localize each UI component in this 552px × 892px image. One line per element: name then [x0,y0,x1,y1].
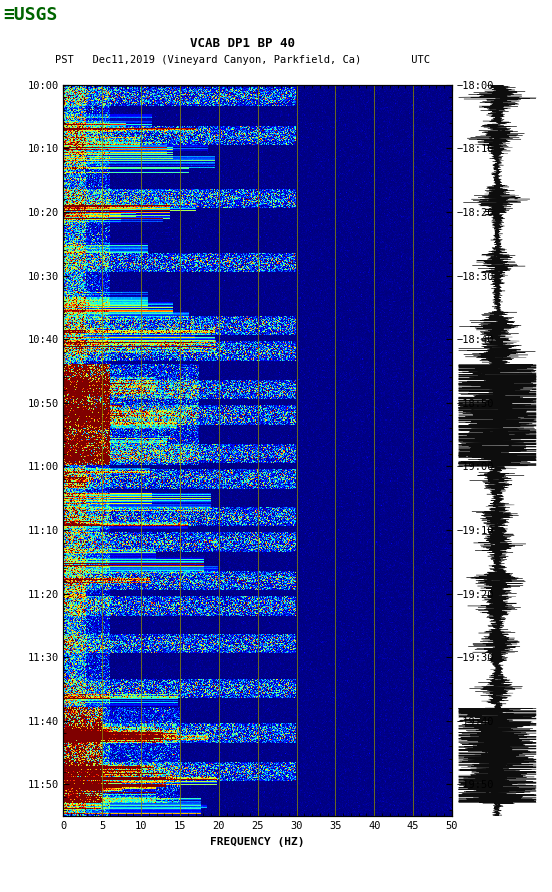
Text: ≡USGS: ≡USGS [3,6,57,24]
Text: PST   Dec11,2019 (Vineyard Canyon, Parkfield, Ca)        UTC: PST Dec11,2019 (Vineyard Canyon, Parkfie… [55,54,431,65]
X-axis label: FREQUENCY (HZ): FREQUENCY (HZ) [210,837,305,847]
Text: VCAB DP1 BP 40: VCAB DP1 BP 40 [190,37,295,50]
